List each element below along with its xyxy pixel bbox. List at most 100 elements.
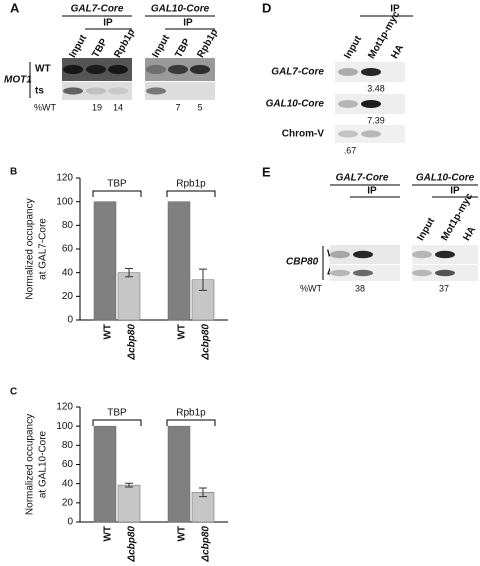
y-tick-label: 60 (62, 459, 74, 470)
pct-value: 14 (113, 102, 123, 112)
gel-band (412, 250, 432, 259)
gel-band (330, 269, 350, 277)
lane-label: Input (415, 216, 437, 243)
gel (62, 82, 132, 100)
group-bracket (166, 419, 216, 426)
error-bar (199, 268, 207, 291)
x-tick-label: Δcbp80 (201, 324, 212, 361)
bar (167, 201, 191, 321)
panel-label: E (262, 164, 271, 179)
lane-label: TBP (173, 37, 193, 60)
y-tick-label: 0 (67, 315, 73, 326)
gel-band (146, 64, 166, 75)
gel-value: .67 (344, 145, 357, 155)
x-tick-label: WT (177, 526, 188, 542)
group-label: TBP (107, 408, 127, 419)
gel-band (353, 269, 373, 277)
pct-value: 7 (175, 102, 180, 112)
group-bracket (166, 190, 216, 197)
gel-band (435, 269, 455, 277)
y-tick-label: 60 (62, 244, 74, 255)
gel-title: GAL10-Core (151, 4, 210, 15)
y-tick-label: 120 (56, 173, 73, 184)
x-tick-label: Δcbp80 (127, 526, 138, 563)
y-tick-label: 80 (62, 220, 74, 231)
gel-band (338, 130, 358, 138)
lane-label: HA (389, 43, 406, 61)
y-tick-label: 20 (62, 291, 74, 302)
lane-label: HA (461, 225, 478, 243)
y-axis-label: Normalized occupancy (25, 198, 36, 299)
lane-label: Input (342, 34, 364, 61)
y-tick-label: 80 (62, 440, 74, 451)
x-tick-label: WT (103, 526, 114, 542)
gel-band (63, 87, 83, 95)
y-axis-label: Normalized occupancy (25, 414, 36, 515)
error-bar (125, 268, 133, 278)
group-bracket (92, 419, 142, 426)
row-label: WT (35, 64, 51, 75)
y-axis-label: at GAL10-Core (38, 430, 49, 498)
group-label: Rpb1p (176, 179, 206, 190)
gel-band (146, 87, 166, 95)
y-tick-label: 100 (56, 196, 73, 207)
bar (93, 201, 117, 321)
lane-label: Input (150, 33, 172, 60)
ip-label: IP (390, 4, 400, 15)
error-bar (199, 487, 207, 498)
gel-title: GAL7-Core (336, 173, 389, 184)
group-label: TBP (107, 179, 127, 190)
ip-label: IP (450, 186, 460, 197)
x-tick-label: WT (103, 324, 114, 340)
x-tick-label: WT (177, 324, 188, 340)
gel-band (361, 68, 381, 76)
pct-label: %WT (34, 102, 56, 112)
ip-label: IP (183, 18, 193, 29)
pct-label: %WT (300, 283, 322, 293)
gel-title: GAL7-Core (71, 4, 124, 15)
pct-value: 38 (355, 283, 365, 293)
gel-band (63, 64, 83, 75)
gel-band (108, 64, 128, 75)
ip-label: IP (367, 186, 377, 197)
y-tick-label: 40 (62, 267, 74, 278)
gel-band (361, 130, 381, 138)
pct-value: 5 (197, 102, 202, 112)
lane-label: Input (67, 33, 89, 60)
gel-band (338, 68, 358, 76)
gel-band (86, 87, 106, 95)
bar (93, 425, 117, 523)
row-label: GAL10-Core (266, 99, 325, 110)
row-label: Chrom-V (282, 129, 325, 140)
y-tick-label: 0 (67, 517, 73, 528)
gel (145, 82, 215, 100)
gel-band (412, 269, 432, 277)
pct-value: 19 (92, 102, 102, 112)
panel-label: D (262, 0, 271, 15)
gel-value: 3.48 (367, 83, 385, 93)
pct-value: 37 (439, 283, 449, 293)
group-label: Rpb1p (176, 408, 206, 419)
row-label: GAL7-Core (271, 67, 324, 78)
gene-label: CBP80 (286, 257, 319, 268)
gel-band (353, 250, 373, 259)
lane-label: Rpb1p (112, 27, 137, 59)
bar (117, 484, 141, 523)
gel-band (108, 87, 128, 95)
gel-band (330, 250, 350, 259)
y-tick-label: 100 (56, 421, 73, 432)
panel-label: B (10, 167, 17, 178)
bar (167, 425, 191, 523)
panel-label: C (10, 387, 17, 398)
gel-band (168, 64, 188, 75)
y-tick-label: 20 (62, 497, 74, 508)
gel-title: GAL10-Core (416, 173, 475, 184)
y-axis-label: at GAL7-Core (38, 218, 49, 280)
x-tick-label: Δcbp80 (201, 526, 212, 563)
gel-band (338, 100, 358, 108)
panel-label: A (10, 0, 20, 15)
y-tick-label: 120 (56, 402, 73, 413)
gel (335, 125, 405, 143)
group-bracket (92, 190, 142, 197)
